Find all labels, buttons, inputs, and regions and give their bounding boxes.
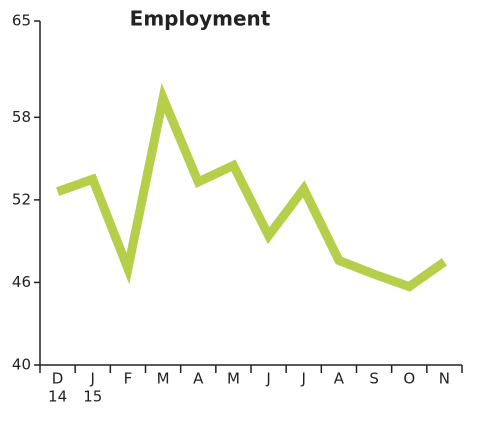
x-tick-label: A [193, 370, 204, 388]
x-tick-label: J [90, 370, 95, 388]
x-tick-label: N [439, 370, 450, 388]
line [56, 82, 448, 292]
y-tick-label: 65 [12, 12, 31, 30]
x-tick-label: J [301, 370, 306, 388]
y-tick-label: 40 [12, 356, 31, 374]
chart-title: Employment [130, 7, 271, 31]
x-tick-sublabel: 14 [48, 388, 67, 406]
x-tick-label: F [124, 370, 133, 388]
x-tick-label: O [403, 370, 415, 388]
x-tick-label: M [227, 370, 240, 388]
x-tick-label: D [52, 370, 64, 388]
x-tick-label: S [369, 370, 379, 388]
x-tick-label: J [265, 370, 270, 388]
x-tick-sublabel: 15 [83, 388, 102, 406]
y-tick-label: 58 [12, 108, 31, 126]
y-tick-label: 52 [12, 190, 31, 208]
x-tick-label: A [334, 370, 345, 388]
x-tick-label: M [157, 370, 170, 388]
y-tick-label: 46 [12, 273, 31, 291]
